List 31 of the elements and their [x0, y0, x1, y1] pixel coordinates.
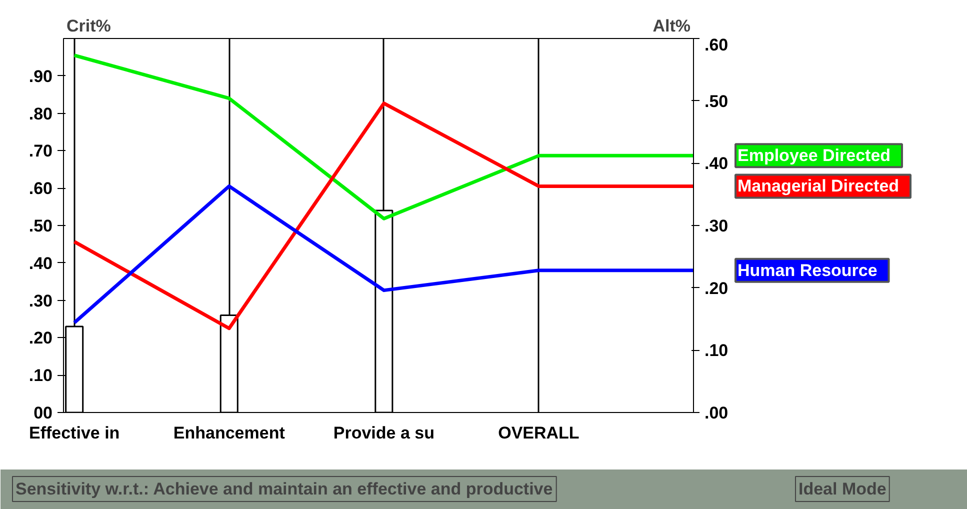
y-tick-label: .90 — [28, 66, 53, 86]
y-tick-label: .70 — [28, 142, 53, 161]
y-tick-label: .80 — [28, 104, 53, 124]
text: Ideal Mode — [798, 480, 886, 498]
y2-axis-title: Alt% — [652, 16, 691, 36]
y2-tick-label: .60 — [704, 36, 728, 54]
text: Managerial Directed — [738, 176, 900, 196]
y2-tick-label: .10 — [704, 341, 728, 360]
y-tick-label: 00 — [34, 404, 53, 422]
x-tick-label: Enhancement — [173, 424, 286, 442]
y2-tick-label: .00 — [704, 404, 728, 422]
y2-tick-label: .20 — [704, 278, 728, 298]
text: Employee Directed — [738, 146, 891, 166]
y2-tick-label: .50 — [704, 92, 728, 111]
y-tick-label: .30 — [28, 291, 53, 310]
y-tick-label: .50 — [28, 216, 53, 236]
y-tick-label: .20 — [28, 328, 53, 348]
y-axis-title: Crit% — [66, 16, 111, 36]
text: Human Resource — [738, 260, 878, 280]
line-series — [72, 102, 694, 330]
y-tick-label: .60 — [28, 179, 53, 198]
x-tick-label: Provide a su — [333, 424, 434, 442]
y-tick-label: .10 — [28, 366, 53, 386]
y2-tick-label: .40 — [704, 154, 728, 174]
x-tick-label: OVERALL — [498, 424, 580, 442]
y2-tick-label: .30 — [704, 216, 728, 236]
text: Sensitivity w.r.t.: Achieve and maintain an effective and productive — [16, 480, 553, 498]
line-series — [72, 184, 694, 324]
x-tick-label: Effective in — [28, 424, 120, 442]
y-tick-label: .40 — [28, 254, 53, 273]
line-series — [72, 54, 694, 220]
